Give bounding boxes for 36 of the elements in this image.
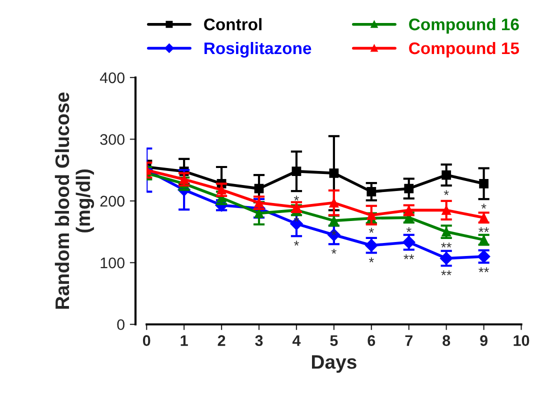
y-axis-title: Random blood Glucose (mg/dl) — [54, 92, 94, 309]
x-tick-label: 9 — [480, 335, 488, 346]
annotation: * — [294, 196, 299, 201]
x-tick-label: 8 — [442, 335, 450, 346]
annotation: * — [368, 228, 374, 233]
annotation: * — [368, 257, 374, 262]
annotation: * — [481, 204, 486, 209]
annotation: ** — [478, 227, 489, 232]
y-tick-label: 100 — [100, 258, 124, 268]
x-tick-label: 10 — [514, 335, 530, 346]
x-tick-label: 3 — [255, 335, 263, 346]
x-tick-label: 0 — [142, 335, 150, 346]
annotation: ** — [478, 267, 489, 272]
x-tick-label: 5 — [330, 335, 338, 346]
annotation: * — [331, 230, 336, 236]
annotation: * — [331, 248, 336, 254]
x-tick-label: 6 — [368, 335, 376, 346]
annotation: * — [294, 240, 299, 246]
x-tick-label: 7 — [405, 335, 412, 346]
x-tick-label: 4 — [292, 335, 301, 346]
x-tick-label: 2 — [218, 335, 226, 346]
y-tick-label: 400 — [100, 72, 124, 84]
legend-label: Control — [204, 18, 262, 30]
legend-label: Rosiglitazone — [204, 42, 312, 58]
y-tick-label: 0 — [117, 319, 124, 330]
legend-label: Compound 16 — [409, 18, 519, 34]
annotation: ** — [441, 242, 452, 248]
annotation: ** — [441, 270, 452, 276]
legend-label: Compound 15 — [409, 42, 520, 58]
annotation: * — [406, 227, 412, 232]
x-tick-label: 1 — [180, 335, 188, 346]
x-axis-title: Days — [312, 355, 356, 373]
y-tick-label: 300 — [100, 134, 124, 145]
annotation: ** — [404, 254, 414, 260]
y-tick-label: 200 — [100, 196, 124, 207]
annotation: * — [444, 190, 449, 196]
